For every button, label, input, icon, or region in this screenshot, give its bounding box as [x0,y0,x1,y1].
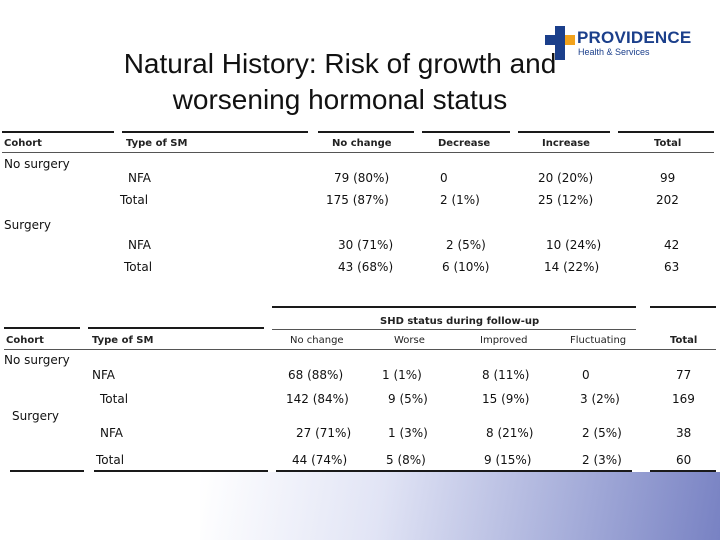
table1-top-rule [618,131,714,133]
table2-row2-worse: 9 (5%) [388,392,428,406]
table1-header-rule [2,152,714,153]
table1-row4-increase: 14 (22%) [544,260,600,274]
table2-cohort-surgery: Surgery [12,409,59,423]
table2-row4-total: 60 [676,453,692,467]
table1-row1-increase: 20 (20%) [538,171,594,185]
table2-row4-improved: 9 (15%) [484,453,532,467]
table1-row4-nochange: 43 (68%) [338,260,394,274]
table2-row4-nochange: 44 (74%) [292,453,348,467]
table2-row2-nochange: 142 (84%) [286,392,349,406]
table2-row3-fluctuating: 2 (5%) [582,426,622,440]
table2-row3-nochange: 27 (71%) [296,426,352,440]
table2-header-cohort: Cohort [6,335,44,346]
table2-row3-improved: 8 (21%) [486,426,534,440]
table2-group-rule [272,329,636,330]
table2-bottom-rule [650,470,716,472]
table2-row1-worse: 1 (1%) [382,368,422,382]
table1-top-rule [2,131,114,133]
title-line-2: worsening hormonal status [172,84,508,115]
table2-header-improved: Improved [480,335,528,346]
table2-top-rule [88,327,264,329]
table1-header-increase: Increase [542,138,590,149]
table1-header-no-change: No change [332,138,392,149]
table2-row1-type: NFA [92,368,115,382]
slide-title: Natural History: Risk of growth and wors… [60,46,620,118]
table2-bottom-rule [276,470,632,472]
table1-top-rule [518,131,610,133]
table1-header-type: Type of SM [126,138,188,149]
table-growth: Cohort Type of SM No change Decrease Inc… [0,128,720,278]
providence-logo: PROVIDENCE Health & Services [545,26,710,62]
table2-bottom-rule [94,470,268,472]
logo-name: PROVIDENCE [577,28,692,47]
table1-row3-total: 42 [664,238,680,252]
table2-row4-type: Total [96,453,125,467]
title-line-1: Natural History: Risk of growth and [123,48,557,79]
table2-row1-improved: 8 (11%) [482,368,530,382]
table1-header-cohort: Cohort [4,138,42,149]
table2-row3-type: NFA [100,426,123,440]
table1-top-rule [422,131,510,133]
table1-row2-increase: 25 (12%) [538,193,594,207]
table2-header-rule [4,349,716,350]
table1-row4-type: Total [124,260,153,274]
table2-row1-total: 77 [676,368,692,382]
table2-cohort-no-surgery: No surgery [4,353,70,367]
table1-row2-total: 202 [656,193,679,207]
table2-group-header: SHD status during follow-up [380,316,540,327]
table2-header-fluctuating: Fluctuating [570,335,627,346]
table1-row1-nochange: 79 (80%) [334,171,390,185]
table2-header-no-change: No change [290,335,344,346]
table1-header-decrease: Decrease [438,138,491,149]
table1-header-total: Total [654,138,682,149]
table1-row2-nochange: 175 (87%) [326,193,389,207]
table1-row2-type: Total [120,193,149,207]
table2-row4-worse: 5 (8%) [386,453,426,467]
table1-row4-decrease: 6 (10%) [442,260,490,274]
table2-row2-improved: 15 (9%) [482,392,530,406]
table2-row2-type: Total [100,392,129,406]
table1-row1-decrease: 0 [440,171,448,185]
logo-subtitle: Health & Services [578,47,650,57]
table1-row3-type: NFA [128,238,151,252]
table1-row3-nochange: 30 (71%) [338,238,394,252]
table2-top-rule [4,327,80,329]
table1-row3-decrease: 2 (5%) [446,238,486,252]
table2-header-worse: Worse [394,335,425,346]
table1-cohort-no-surgery: No surgery [4,157,70,171]
table2-header-total: Total [670,335,698,346]
table2-row3-total: 38 [676,426,692,440]
table1-row4-total: 63 [664,260,680,274]
table1-row3-increase: 10 (24%) [546,238,602,252]
table1-row1-total: 99 [660,171,676,185]
table1-top-rule [318,131,414,133]
table2-top-rule [272,306,636,308]
table1-top-rule [122,131,308,133]
table2-row2-total: 169 [672,392,695,406]
table2-header-type: Type of SM [92,335,154,346]
table2-row1-fluctuating: 0 [582,368,590,382]
table2-row1-nochange: 68 (88%) [288,368,344,382]
table2-top-rule [650,306,716,308]
table2-row2-fluctuating: 3 (2%) [580,392,620,406]
table1-row1-type: NFA [128,171,151,185]
table-shd-status: SHD status during follow-up Cohort Type … [0,306,720,472]
cross-icon [545,26,575,60]
table1-cohort-surgery: Surgery [4,218,51,232]
table2-bottom-rule [10,470,84,472]
table2-row4-fluctuating: 2 (3%) [582,453,622,467]
table1-row2-decrease: 2 (1%) [440,193,480,207]
table2-row3-worse: 1 (3%) [388,426,428,440]
footer-gradient [200,472,720,540]
